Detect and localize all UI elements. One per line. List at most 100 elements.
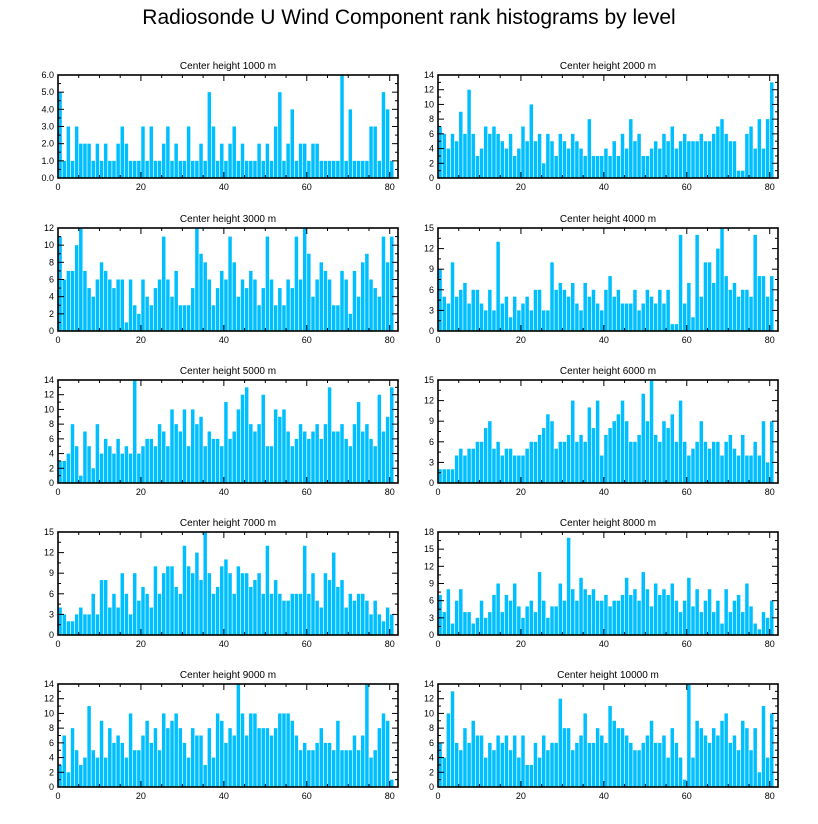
histogram-bar [666,428,670,483]
histogram-bar [736,296,741,331]
histogram-bar [211,593,216,635]
histogram-bar [649,720,654,787]
histogram-bar [340,424,344,483]
histogram-bar [211,757,216,787]
y-tick-label: 8 [429,114,434,124]
histogram-bar [261,394,265,483]
histogram-bar [265,728,270,787]
histogram-bar [454,742,459,787]
histogram-bar [467,89,471,178]
histogram-bar [521,303,525,331]
histogram-bar [670,126,675,178]
histogram-bar [720,720,724,787]
histogram-bar [512,296,517,331]
histogram-bar [720,119,724,178]
histogram-bar [348,446,353,483]
histogram-bar [670,583,675,635]
histogram-bar [537,133,542,178]
histogram-bar [745,728,749,787]
histogram-bar [753,234,757,331]
histogram-bar [240,143,245,178]
histogram-bar [653,583,658,635]
histogram-panel: Center height 10000 m 0 20 40 60 80 0 2 4 6 8 10 12 1… [424,670,779,801]
histogram-bar [307,750,311,787]
y-tick-label: 0 [49,478,54,488]
y-tick-label: 6 [429,285,434,295]
histogram-bar [116,607,120,635]
histogram-bar [662,133,666,178]
histogram-bar [620,728,625,787]
x-tick-label: 60 [302,639,312,649]
histogram-bar [442,469,446,483]
histogram-panel: Center height 7000 m 0 20 40 60 80 0 3 6 9 12 15 [44,518,399,649]
histogram-bar [537,757,542,787]
histogram-bar [653,742,658,787]
histogram-bar [707,448,712,483]
histogram-bar [666,594,670,635]
y-tick-label: 14 [424,679,434,689]
histogram-bar [608,428,612,483]
histogram-bar [128,279,133,331]
histogram-bar [249,424,253,483]
histogram-bar [344,160,348,178]
histogram-bar [699,612,704,635]
histogram-bar [58,764,62,787]
histogram-bar [558,583,563,635]
histogram-bar [87,288,91,331]
histogram-bar [128,713,133,787]
histogram-bar [336,586,340,635]
histogram-bar [459,589,463,635]
histogram-bar [682,441,687,483]
histogram-bar [537,572,542,635]
histogram-bar [645,589,650,635]
histogram-bar [87,614,91,635]
histogram-bar [352,160,357,178]
histogram-bar [446,303,451,331]
histogram-bar [108,607,112,635]
histogram-bar [66,621,71,635]
histogram-bar [331,552,336,635]
y-tick-label: 5.0 [41,87,54,97]
histogram-bar [137,160,141,178]
histogram-bar [79,143,83,178]
histogram-bar [479,600,484,635]
y-tick-label: 4 [49,753,54,763]
histogram-bar [467,742,471,787]
histogram-bar [74,446,79,483]
y-tick-label: 10 [44,708,54,718]
histogram-bar [554,289,558,331]
histogram-bar [79,607,83,635]
histogram-bar [224,279,228,331]
x-tick-label: 0 [435,487,440,497]
histogram-bar [525,448,529,483]
histogram-bar [450,691,455,787]
y-tick-label: 2 [49,309,54,319]
histogram-bar [765,462,770,483]
histogram-bar [203,532,207,635]
histogram-bar [587,407,592,483]
histogram-bar [385,262,390,331]
histogram-bar [311,143,315,178]
histogram-bar [161,573,166,635]
histogram-bar [600,735,604,787]
histogram-bar [770,421,774,483]
histogram-bar [496,241,500,331]
histogram-bar [488,612,492,635]
x-tick-label: 40 [219,791,229,801]
histogram-bar [128,160,133,178]
histogram-bar [637,310,641,331]
histogram-bar [512,583,517,635]
histogram-bar [707,742,712,787]
histogram-bar [674,324,679,331]
y-tick-label: 6 [49,589,54,599]
histogram-bar [566,434,571,483]
histogram-bar [191,160,195,178]
histogram-bar [711,282,716,331]
y-tick-label: 0 [49,782,54,792]
histogram-bar [591,155,596,178]
histogram-bar [666,289,670,331]
histogram-bar [211,305,216,331]
histogram-bar [124,757,129,787]
histogram-bar [608,276,612,331]
